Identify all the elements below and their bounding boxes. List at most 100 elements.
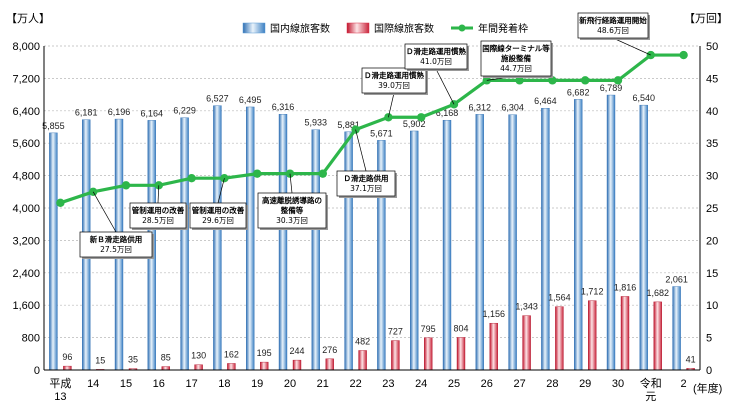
international-bar <box>424 337 433 371</box>
annotation-title: Ｄ滑走路運用慣熟 <box>364 70 424 80</box>
international-value-label: 276 <box>322 345 337 355</box>
left-tick-label: 4,000 <box>12 203 40 215</box>
slots-point <box>384 113 393 122</box>
x-tick-label: 23 <box>382 378 394 390</box>
slots-point <box>482 76 491 85</box>
domestic-value-label: 6,181 <box>75 108 98 118</box>
international-value-label: 15 <box>95 355 105 365</box>
domestic-value-label: 6,304 <box>501 103 524 113</box>
international-bar <box>489 322 498 371</box>
domestic-bar <box>442 119 452 371</box>
slots-point <box>679 50 688 60</box>
slots-point <box>515 76 524 85</box>
x-tick-label: 15 <box>120 378 132 390</box>
left-tick-label: 0 <box>34 365 40 377</box>
annotation-value: 37.1万回 <box>350 184 382 193</box>
x-tick-label: 27 <box>513 378 525 390</box>
domestic-bar <box>541 108 550 371</box>
right-tick-label: 25 <box>706 203 718 215</box>
right-tick-label: 0 <box>706 365 712 377</box>
x-tick-label: 20 <box>284 378 296 390</box>
annotation-leader <box>388 92 395 118</box>
international-bar <box>522 315 531 371</box>
international-value-label: 795 <box>421 324 436 334</box>
international-value-label: 1,682 <box>647 288 670 298</box>
domestic-value-label: 6,229 <box>173 106 196 116</box>
international-value-label: 41 <box>686 354 696 364</box>
annotation-box <box>577 12 649 39</box>
left-tick-label: 7,200 <box>12 73 40 85</box>
annotation-title: Ｄ滑走路供用 <box>344 173 389 183</box>
x-tick-label: 14 <box>87 378 99 390</box>
international-value-label: 96 <box>62 352 72 362</box>
left-tick-label: 3,200 <box>12 235 40 247</box>
annotation-value: 41.0万回 <box>420 57 452 66</box>
annotation-leader <box>355 129 367 172</box>
domestic-value-label: 5,902 <box>403 119 426 129</box>
international-value-label: 244 <box>289 346 304 356</box>
international-bar <box>161 366 171 371</box>
annotation-title: 整備等 <box>281 205 304 215</box>
international-value-label: 1,156 <box>483 309 506 319</box>
legend-item-domestic: 国内線旅客数 <box>242 22 330 35</box>
left-tick-label: 1,600 <box>12 300 40 312</box>
slots-point <box>56 198 65 208</box>
legend-swatch <box>242 22 266 34</box>
legend: 国内線旅客数 国際線旅客数 年間発着枠 <box>242 22 528 35</box>
international-value-label: 804 <box>453 323 468 333</box>
annotation-leader <box>435 68 455 105</box>
right-tick-label: 5 <box>706 333 712 345</box>
right-axis-ticks: 0 5 10 15 20 25 30 35 40 45 50 <box>706 41 718 377</box>
international-bar <box>588 300 597 371</box>
legend-marker <box>458 24 466 32</box>
left-axis-ticks: 0 800 1,600 2,400 3,200 4,000 4,800 5,600 6,400 7… <box>12 41 40 377</box>
right-tick-label: 15 <box>706 268 718 280</box>
international-value-label: 1,343 <box>515 302 538 312</box>
international-value-label: 35 <box>128 355 138 365</box>
domestic-value-label: 6,540 <box>633 93 656 103</box>
slots-point <box>581 76 590 85</box>
x-axis-ticks: 平成 13 14 15 16 17 18 19 20 21 22 23 24 25 26 27 28 29 30 令和… <box>49 376 686 403</box>
annotation-value: 27.5万回 <box>100 245 132 254</box>
x-tick-label: 平成 13 <box>49 377 71 403</box>
annotation-box <box>129 202 187 229</box>
international-bar <box>63 365 72 371</box>
left-tick-label: 800 <box>22 333 40 345</box>
annotation-title: 高速離脱誘導路の <box>262 195 322 205</box>
domestic-value-label: 6,196 <box>108 107 131 117</box>
slots-point <box>548 76 557 85</box>
domestic-value-label: 6,682 <box>567 87 590 97</box>
right-tick-label: 45 <box>706 73 718 85</box>
x-tick-label: 16 <box>153 378 165 390</box>
legend-item-international: 国際線旅客数 <box>346 22 434 35</box>
annotation-title: 管制運用の改善 <box>132 205 185 215</box>
international-bar <box>653 301 662 371</box>
x-tick-label: 30 <box>612 378 624 390</box>
x-tick-label: 26 <box>481 378 493 390</box>
slots-point <box>253 169 262 178</box>
right-tick-label: 30 <box>706 171 718 183</box>
x-tick-label: 29 <box>579 378 591 390</box>
x-tick-label: 18 <box>218 378 230 390</box>
left-tick-label: 8,000 <box>12 41 40 53</box>
slots-point <box>351 125 360 134</box>
annotation-title: 新飛行経路運用開始 <box>579 15 647 25</box>
international-bar <box>391 340 400 371</box>
right-tick-label: 10 <box>706 300 718 312</box>
international-bar <box>260 361 269 371</box>
international-value-label: 195 <box>257 348 272 358</box>
annotation-title: 新Ｂ滑走路供用 <box>90 234 143 244</box>
domestic-value-label: 6,789 <box>600 83 623 93</box>
annotation-box <box>480 40 552 77</box>
slots-line <box>56 50 688 208</box>
annotation-title: 国際線ターミナル等 <box>482 43 550 53</box>
x-tick-label: 28 <box>546 378 558 390</box>
annotation-title: Ｄ滑走路運用慣熟 <box>406 46 466 56</box>
international-bar <box>358 350 367 371</box>
